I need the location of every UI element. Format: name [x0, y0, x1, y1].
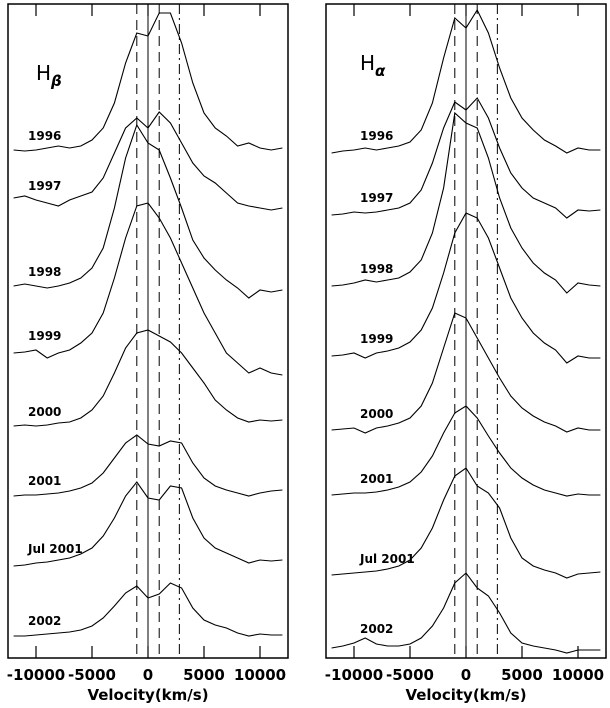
series-label: 2002	[360, 622, 393, 636]
spectrum-line	[331, 572, 601, 654]
series-label: Jul 2001	[27, 542, 83, 556]
series-label: 1999	[28, 329, 61, 343]
series-label: 2001	[28, 474, 61, 488]
panel: -10000 -5000 0 5000 10000 Velocity(km/s) Hβ 199…	[7, 3, 289, 704]
series-label: 1997	[360, 191, 393, 205]
x-axis-label: Velocity(km/s)	[87, 686, 208, 704]
spectrum-line	[331, 111, 601, 294]
series-label: 1996	[28, 129, 61, 143]
series-label: 1997	[28, 179, 61, 193]
x-tick-label: 0	[461, 666, 471, 684]
series-label: 2000	[28, 405, 61, 419]
series-label: 1998	[28, 265, 61, 279]
title-text: H	[360, 51, 375, 75]
panel-title: Hβ	[36, 61, 62, 90]
x-tick-label: -5000	[68, 666, 116, 684]
spectrum-line	[331, 467, 601, 579]
spectrum-line	[331, 97, 601, 219]
spectrum-line	[331, 405, 601, 497]
series-label: 1999	[360, 332, 393, 346]
series-label: 1998	[360, 262, 393, 276]
x-tick-label: 5000	[501, 666, 543, 684]
panel-title: Hα	[360, 51, 386, 80]
spectrum-line	[13, 202, 283, 376]
series-label: 2000	[360, 407, 393, 421]
title-subscript: β	[50, 72, 62, 90]
series-label: 1996	[360, 129, 393, 143]
title-subscript: α	[375, 62, 386, 80]
title-text: H	[36, 61, 51, 85]
spectrum-line	[13, 329, 283, 427]
series-label: 2002	[28, 614, 61, 628]
series-label: 2001	[360, 472, 393, 486]
x-tick-label: -5000	[386, 666, 434, 684]
spectrum-line	[13, 481, 283, 567]
x-tick-label: 10000	[552, 666, 604, 684]
series-label: Jul 2001	[359, 552, 415, 566]
spectrum-line	[13, 434, 283, 497]
x-tick-label: -10000	[7, 666, 65, 684]
spectrum-line	[331, 212, 601, 364]
spectrum-line	[13, 111, 283, 211]
spectrum-line	[13, 12, 283, 152]
spectrum-line	[331, 8, 601, 154]
spectrum-line	[331, 312, 601, 434]
x-tick-label: -10000	[325, 666, 383, 684]
spectrum-line	[13, 123, 283, 299]
x-axis-label: Velocity(km/s)	[405, 686, 526, 704]
x-tick-label: 5000	[183, 666, 225, 684]
x-tick-label: 0	[143, 666, 153, 684]
x-tick-label: 10000	[234, 666, 286, 684]
panel: -10000 -5000 0 5000 10000 Velocity(km/s) Hα 199…	[325, 3, 607, 704]
spectrum-line	[13, 582, 283, 637]
